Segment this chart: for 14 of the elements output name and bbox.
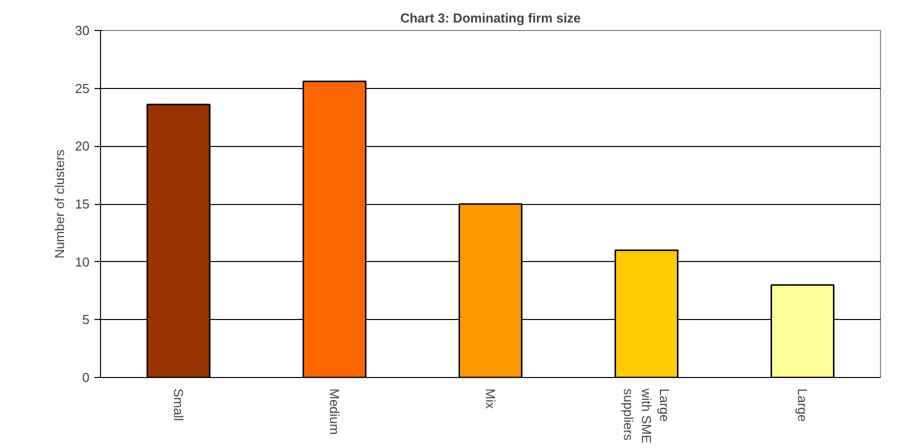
x-tick-label: Small [171, 388, 186, 422]
y-tick-label: 0 [82, 370, 90, 385]
y-tick-label: 25 [75, 80, 90, 96]
x-tick-label: Mix [483, 388, 498, 410]
y-axis-title: Number of clusters [52, 148, 68, 259]
x-tick-label: Large with SME suppliers [621, 388, 672, 444]
y-tick-label: 30 [75, 23, 90, 38]
x-tick-label: Medium [327, 388, 342, 435]
x-tick-label: Large [795, 388, 810, 422]
y-tick-label: 5 [82, 312, 90, 328]
y-tick-label: 20 [75, 138, 90, 154]
chart-title: Chart 3: Dominating firm size [400, 10, 581, 26]
y-tick-label: 10 [75, 254, 90, 270]
y-tick-label: 15 [75, 196, 90, 212]
